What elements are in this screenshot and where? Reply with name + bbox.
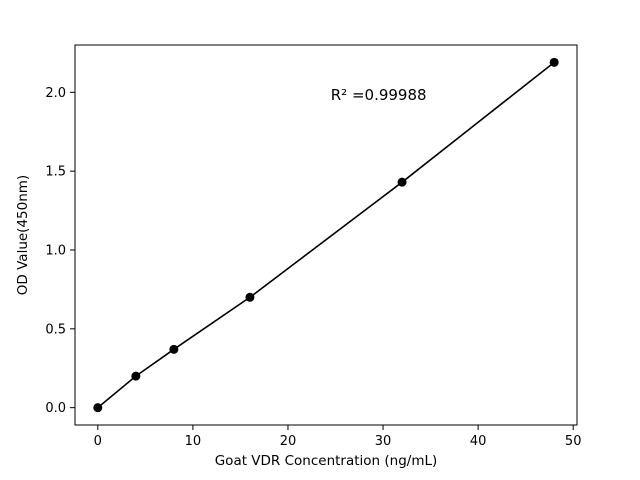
x-axis-label: Goat VDR Concentration (ng/mL) <box>215 453 438 469</box>
data-point <box>169 344 179 354</box>
x-tick-label: 10 <box>185 434 202 449</box>
y-tick-label: 0.0 <box>45 401 66 416</box>
y-tick-label: 2.0 <box>45 86 66 101</box>
y-tick-label: 1.5 <box>45 165 66 180</box>
data-point <box>93 403 103 413</box>
data-point <box>131 371 141 381</box>
x-tick-label: 30 <box>375 434 392 449</box>
data-point <box>245 292 255 302</box>
plot-frame <box>74 44 578 426</box>
y-axis-label: OD Value(450nm) <box>15 175 31 295</box>
x-tick-label: 40 <box>470 434 487 449</box>
trend-line <box>97 61 555 409</box>
data-point <box>549 57 559 67</box>
data-point <box>397 177 407 187</box>
y-tick-label: 1.0 <box>45 243 66 258</box>
x-tick-label: 20 <box>280 434 297 449</box>
y-tick-label: 0.5 <box>45 322 66 337</box>
r-squared-annotation: R² =0.99988 <box>331 86 427 104</box>
x-tick-label: 0 <box>94 434 102 449</box>
x-tick-label: 50 <box>565 434 582 449</box>
